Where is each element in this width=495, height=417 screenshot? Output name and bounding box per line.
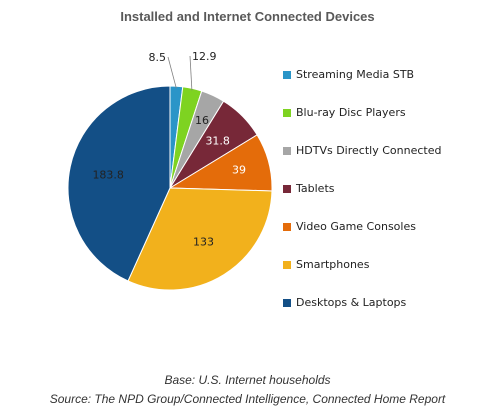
base-note: Base: U.S. Internet households	[164, 373, 331, 387]
legend-swatch	[283, 71, 291, 79]
legend-label: Blu-ray Disc Players	[296, 106, 406, 119]
legend-item-smartphones: Smartphones	[283, 256, 493, 294]
legend-item-blu-ray-disc-players: Blu-ray Disc Players	[283, 104, 493, 142]
legend-label: Smartphones	[296, 258, 370, 271]
chart-title: Installed and Internet Connected Devices	[120, 9, 375, 24]
legend-label: Streaming Media STB	[296, 68, 415, 81]
data-label: 12.9	[192, 50, 217, 63]
data-label: 16	[195, 114, 209, 127]
legend-swatch	[283, 147, 291, 155]
leader-line	[189, 55, 193, 91]
legend-label: Video Game Consoles	[296, 220, 416, 233]
legend-swatch	[283, 223, 291, 231]
legend-item-video-game-consoles: Video Game Consoles	[283, 218, 493, 256]
legend-label: Tablets	[296, 182, 335, 195]
legend-item-hdtvs-directly-connected: HDTVs Directly Connected	[283, 142, 493, 180]
legend-label: HDTVs Directly Connected	[296, 144, 442, 157]
legend-swatch	[283, 299, 291, 307]
legend-item-tablets: Tablets	[283, 180, 493, 218]
pie-slice-smartphones	[127, 187, 273, 291]
pie-slice-desktops-laptops	[67, 85, 171, 282]
data-label: 133	[193, 236, 214, 249]
data-label: 39	[232, 164, 246, 177]
legend-label: Desktops & Laptops	[296, 296, 407, 309]
data-label: 183.8	[92, 169, 124, 182]
legend-swatch	[283, 261, 291, 269]
data-label: 31.8	[205, 135, 230, 148]
legend-swatch	[283, 109, 291, 117]
leader-line	[167, 56, 177, 89]
data-label: 8.5	[149, 51, 167, 64]
legend-item-desktops-laptops: Desktops & Laptops	[283, 294, 493, 332]
legend-item-streaming-media-stb: Streaming Media STB	[283, 66, 493, 104]
chart-legend: Streaming Media STB Blu-ray Disc Players…	[283, 66, 493, 332]
legend-swatch	[283, 185, 291, 193]
source-note: Source: The NPD Group/Connected Intellig…	[49, 392, 446, 406]
